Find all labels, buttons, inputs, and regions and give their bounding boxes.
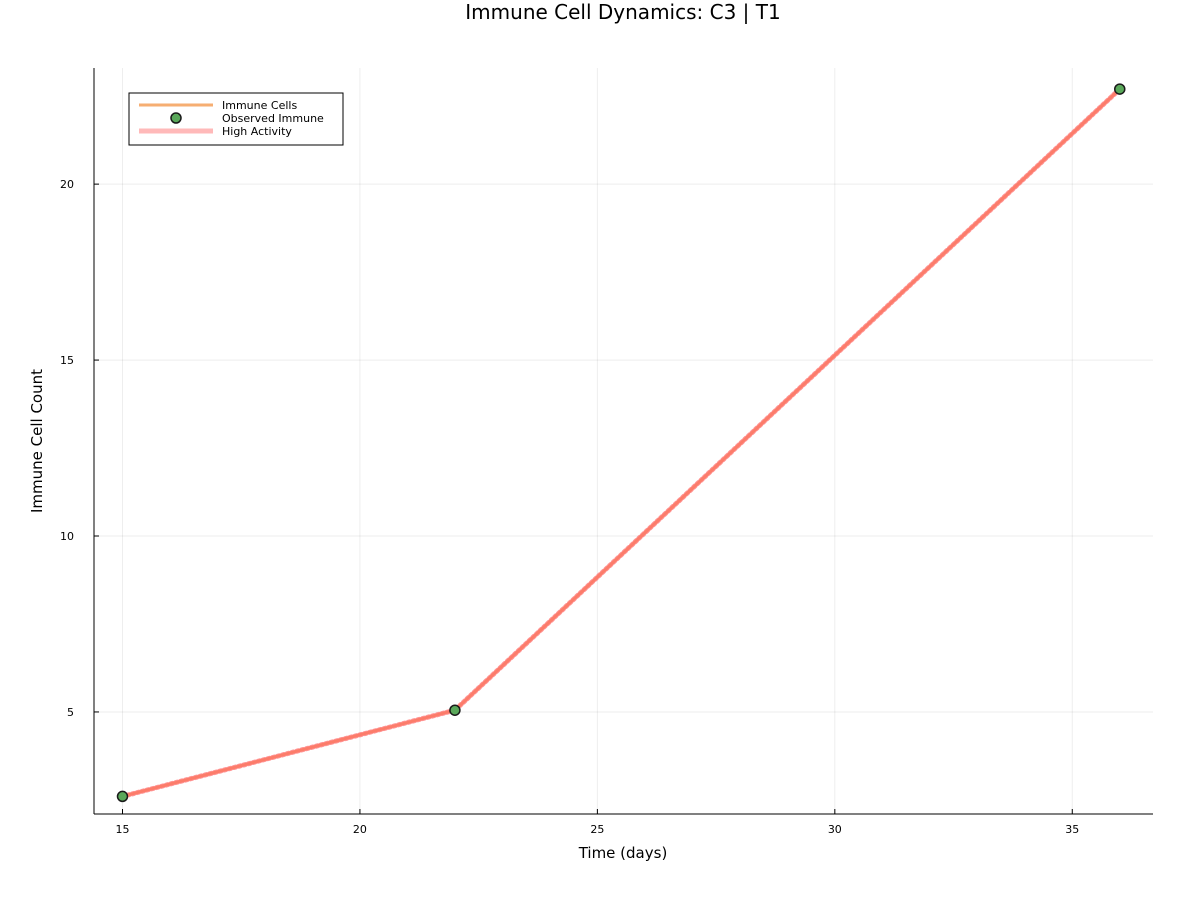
plot-series	[116, 83, 1126, 803]
y-tick-label: 5	[67, 706, 74, 719]
observed-point	[116, 790, 129, 803]
grid	[94, 68, 1153, 814]
series-line-immune-cells	[120, 87, 1122, 798]
y-axis-label: Immune Cell Count	[28, 369, 46, 513]
chart-title: Immune Cell Dynamics: C3 | T1	[465, 0, 780, 24]
legend-swatch-observed-immune	[170, 112, 182, 124]
x-tick-label: 20	[353, 823, 367, 836]
x-axis-label: Time (days)	[578, 844, 668, 862]
x-tick-label: 35	[1065, 823, 1079, 836]
x-tick-label: 30	[828, 823, 842, 836]
y-tick-label: 20	[60, 178, 74, 191]
y-tick-label: 10	[60, 530, 74, 543]
legend-label-observed-immune: Observed Immune	[222, 112, 324, 125]
x-ticks: 15 20 25 30 35	[115, 809, 1079, 836]
legend-box	[128, 92, 344, 146]
y-tick-label: 15	[60, 354, 74, 367]
observed-point	[449, 704, 461, 716]
x-tick-label: 25	[590, 823, 604, 836]
series-line-high-activity	[119, 86, 1123, 799]
legend-label-immune-cells: Immune Cells	[222, 99, 297, 112]
legend-label-high-activity: High Activity	[222, 125, 292, 138]
legend: Immune Cells Observed Immune High Activi…	[128, 92, 344, 146]
y-ticks: 5 10 15 20	[60, 178, 99, 719]
axes	[93, 68, 1153, 815]
x-tick-label: 15	[115, 823, 129, 836]
observed-point	[1114, 83, 1126, 95]
